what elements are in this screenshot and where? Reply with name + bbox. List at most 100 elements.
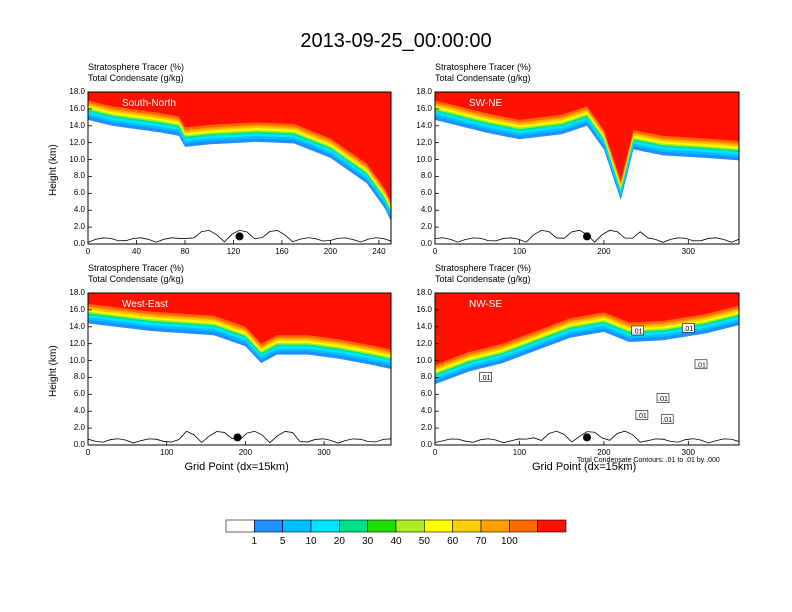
- colorbar-tick-label: 40: [390, 536, 402, 547]
- x-tick-label: 200: [597, 247, 611, 256]
- contour-note: Total Condensate Contours: .01 to .01 by…: [577, 457, 720, 464]
- contour-label: .01: [662, 417, 672, 424]
- x-tick-label: 0: [432, 247, 438, 256]
- x-tick-label: 0: [432, 448, 438, 457]
- y-tick-label: 16.0: [69, 304, 85, 314]
- colorbar-tick-label: 70: [475, 536, 487, 547]
- y-tick-label: 8.0: [73, 372, 85, 382]
- colorbar-cell: [424, 519, 453, 533]
- colorbar-tick-label: 10: [305, 536, 317, 547]
- contour-label-box: [682, 323, 695, 333]
- contour-label: .01: [633, 329, 643, 336]
- contour-label-box: [631, 325, 644, 336]
- tracer-band-9: [435, 293, 739, 365]
- y-tick-label: 8.0: [73, 171, 85, 181]
- x-tick-label: 240: [372, 247, 386, 256]
- contour-label-box: [479, 372, 492, 382]
- contour-label-box: [656, 393, 670, 403]
- x-tick-label: 100: [512, 448, 527, 457]
- x-tick-label: 300: [317, 448, 331, 457]
- y-tick-label: 4.0: [420, 205, 432, 215]
- y-axis-label: Height (km): [48, 345, 59, 397]
- colorbar-cell: [339, 519, 368, 533]
- y-tick-label: 14.0: [69, 120, 85, 130]
- panel-field-1: [435, 92, 739, 244]
- location-marker: [583, 232, 591, 241]
- panel-header-line1: Stratosphere Tracer (%): [88, 263, 185, 273]
- y-tick-label: 18.0: [416, 288, 432, 297]
- y-tick-label: 6.0: [73, 389, 85, 399]
- contour-label-box: [694, 359, 708, 370]
- y-tick-label: 14.0: [416, 120, 432, 130]
- x-tick-label: 0: [85, 247, 91, 256]
- colorbar-tick-label: 20: [333, 536, 345, 547]
- panel-frame-0: [87, 91, 392, 245]
- y-tick-label: 18.0: [69, 288, 85, 297]
- x-axis-label: Grid Point (dx=15km): [532, 461, 637, 473]
- y-tick-label: 16.0: [416, 304, 432, 314]
- panel-header-line2: Total Condensate (g/kg): [88, 73, 184, 83]
- colorbar-cell: [282, 519, 312, 533]
- y-tick-label: 4.0: [73, 406, 85, 416]
- colorbar-cell: [367, 519, 397, 533]
- colorbar-tick-label: 100: [500, 536, 518, 547]
- y-tick-label: 4.0: [73, 205, 85, 215]
- y-tick-label: 16.0: [69, 103, 85, 113]
- tracer-band-9: [88, 92, 391, 202]
- colorbar-cell: [509, 519, 538, 533]
- x-tick-label: 200: [238, 448, 253, 457]
- panel-header-line2: Total Condensate (g/kg): [435, 73, 531, 83]
- colorbar-tick-label: 1: [251, 536, 258, 547]
- panel-field-0: [88, 92, 391, 244]
- y-tick-label: 10.0: [416, 355, 432, 365]
- y-tick-label: 0.0: [73, 440, 85, 449]
- x-tick-label: 100: [512, 247, 527, 256]
- y-tick-label: 0.0: [420, 239, 432, 248]
- panel-direction-label: NW-SE: [469, 299, 503, 310]
- x-tick-label: 120: [226, 247, 241, 256]
- colorbar-cell: [310, 519, 340, 533]
- y-tick-label: 8.0: [420, 372, 432, 382]
- y-tick-label: 14.0: [416, 321, 432, 331]
- colorbar-cell: [225, 519, 255, 533]
- panel-header-line1: Stratosphere Tracer (%): [435, 263, 532, 273]
- x-axis-label: Grid Point (dx=15km): [184, 461, 289, 473]
- y-tick-label: 10.0: [69, 154, 85, 164]
- panel-header-line1: Stratosphere Tracer (%): [88, 62, 185, 72]
- colorbar-tick-label: 5: [279, 536, 286, 547]
- tracer-band-9: [435, 92, 739, 181]
- y-tick-label: 6.0: [420, 188, 432, 198]
- x-tick-label: 160: [275, 247, 289, 256]
- contour-label: .01: [637, 413, 647, 420]
- y-tick-label: 12.0: [416, 338, 432, 348]
- y-tick-label: 6.0: [73, 188, 85, 198]
- y-tick-label: 2.0: [420, 423, 432, 433]
- contour-label: .01: [658, 396, 668, 403]
- x-tick-label: 0: [85, 448, 91, 457]
- terrain-line: [88, 229, 391, 243]
- contour-label-box: [660, 414, 674, 424]
- x-tick-label: 100: [160, 448, 174, 457]
- panel-frame-3: [434, 292, 740, 446]
- panel-header-line2: Total Condensate (g/kg): [88, 274, 184, 284]
- colorbar-cell: [254, 519, 283, 533]
- colorbar-tick-label: 60: [447, 536, 459, 547]
- y-tick-label: 10.0: [69, 355, 85, 365]
- colorbar-cell: [395, 519, 425, 533]
- y-tick-label: 2.0: [73, 423, 85, 433]
- colorbar-tick-label: 50: [418, 536, 430, 547]
- y-tick-label: 18.0: [416, 87, 432, 96]
- contour-label: .01: [696, 362, 706, 369]
- contour-label: .01: [683, 326, 693, 333]
- x-tick-label: 300: [681, 448, 695, 457]
- y-tick-label: 12.0: [69, 137, 85, 147]
- y-tick-label: 18.0: [69, 87, 85, 96]
- terrain-line: [435, 430, 739, 444]
- y-tick-label: 14.0: [69, 321, 85, 331]
- y-tick-label: 16.0: [416, 103, 432, 113]
- location-marker: [583, 433, 591, 442]
- x-tick-label: 200: [323, 247, 338, 256]
- y-tick-label: 4.0: [420, 406, 432, 416]
- colorbar-tick-label: 30: [362, 536, 374, 547]
